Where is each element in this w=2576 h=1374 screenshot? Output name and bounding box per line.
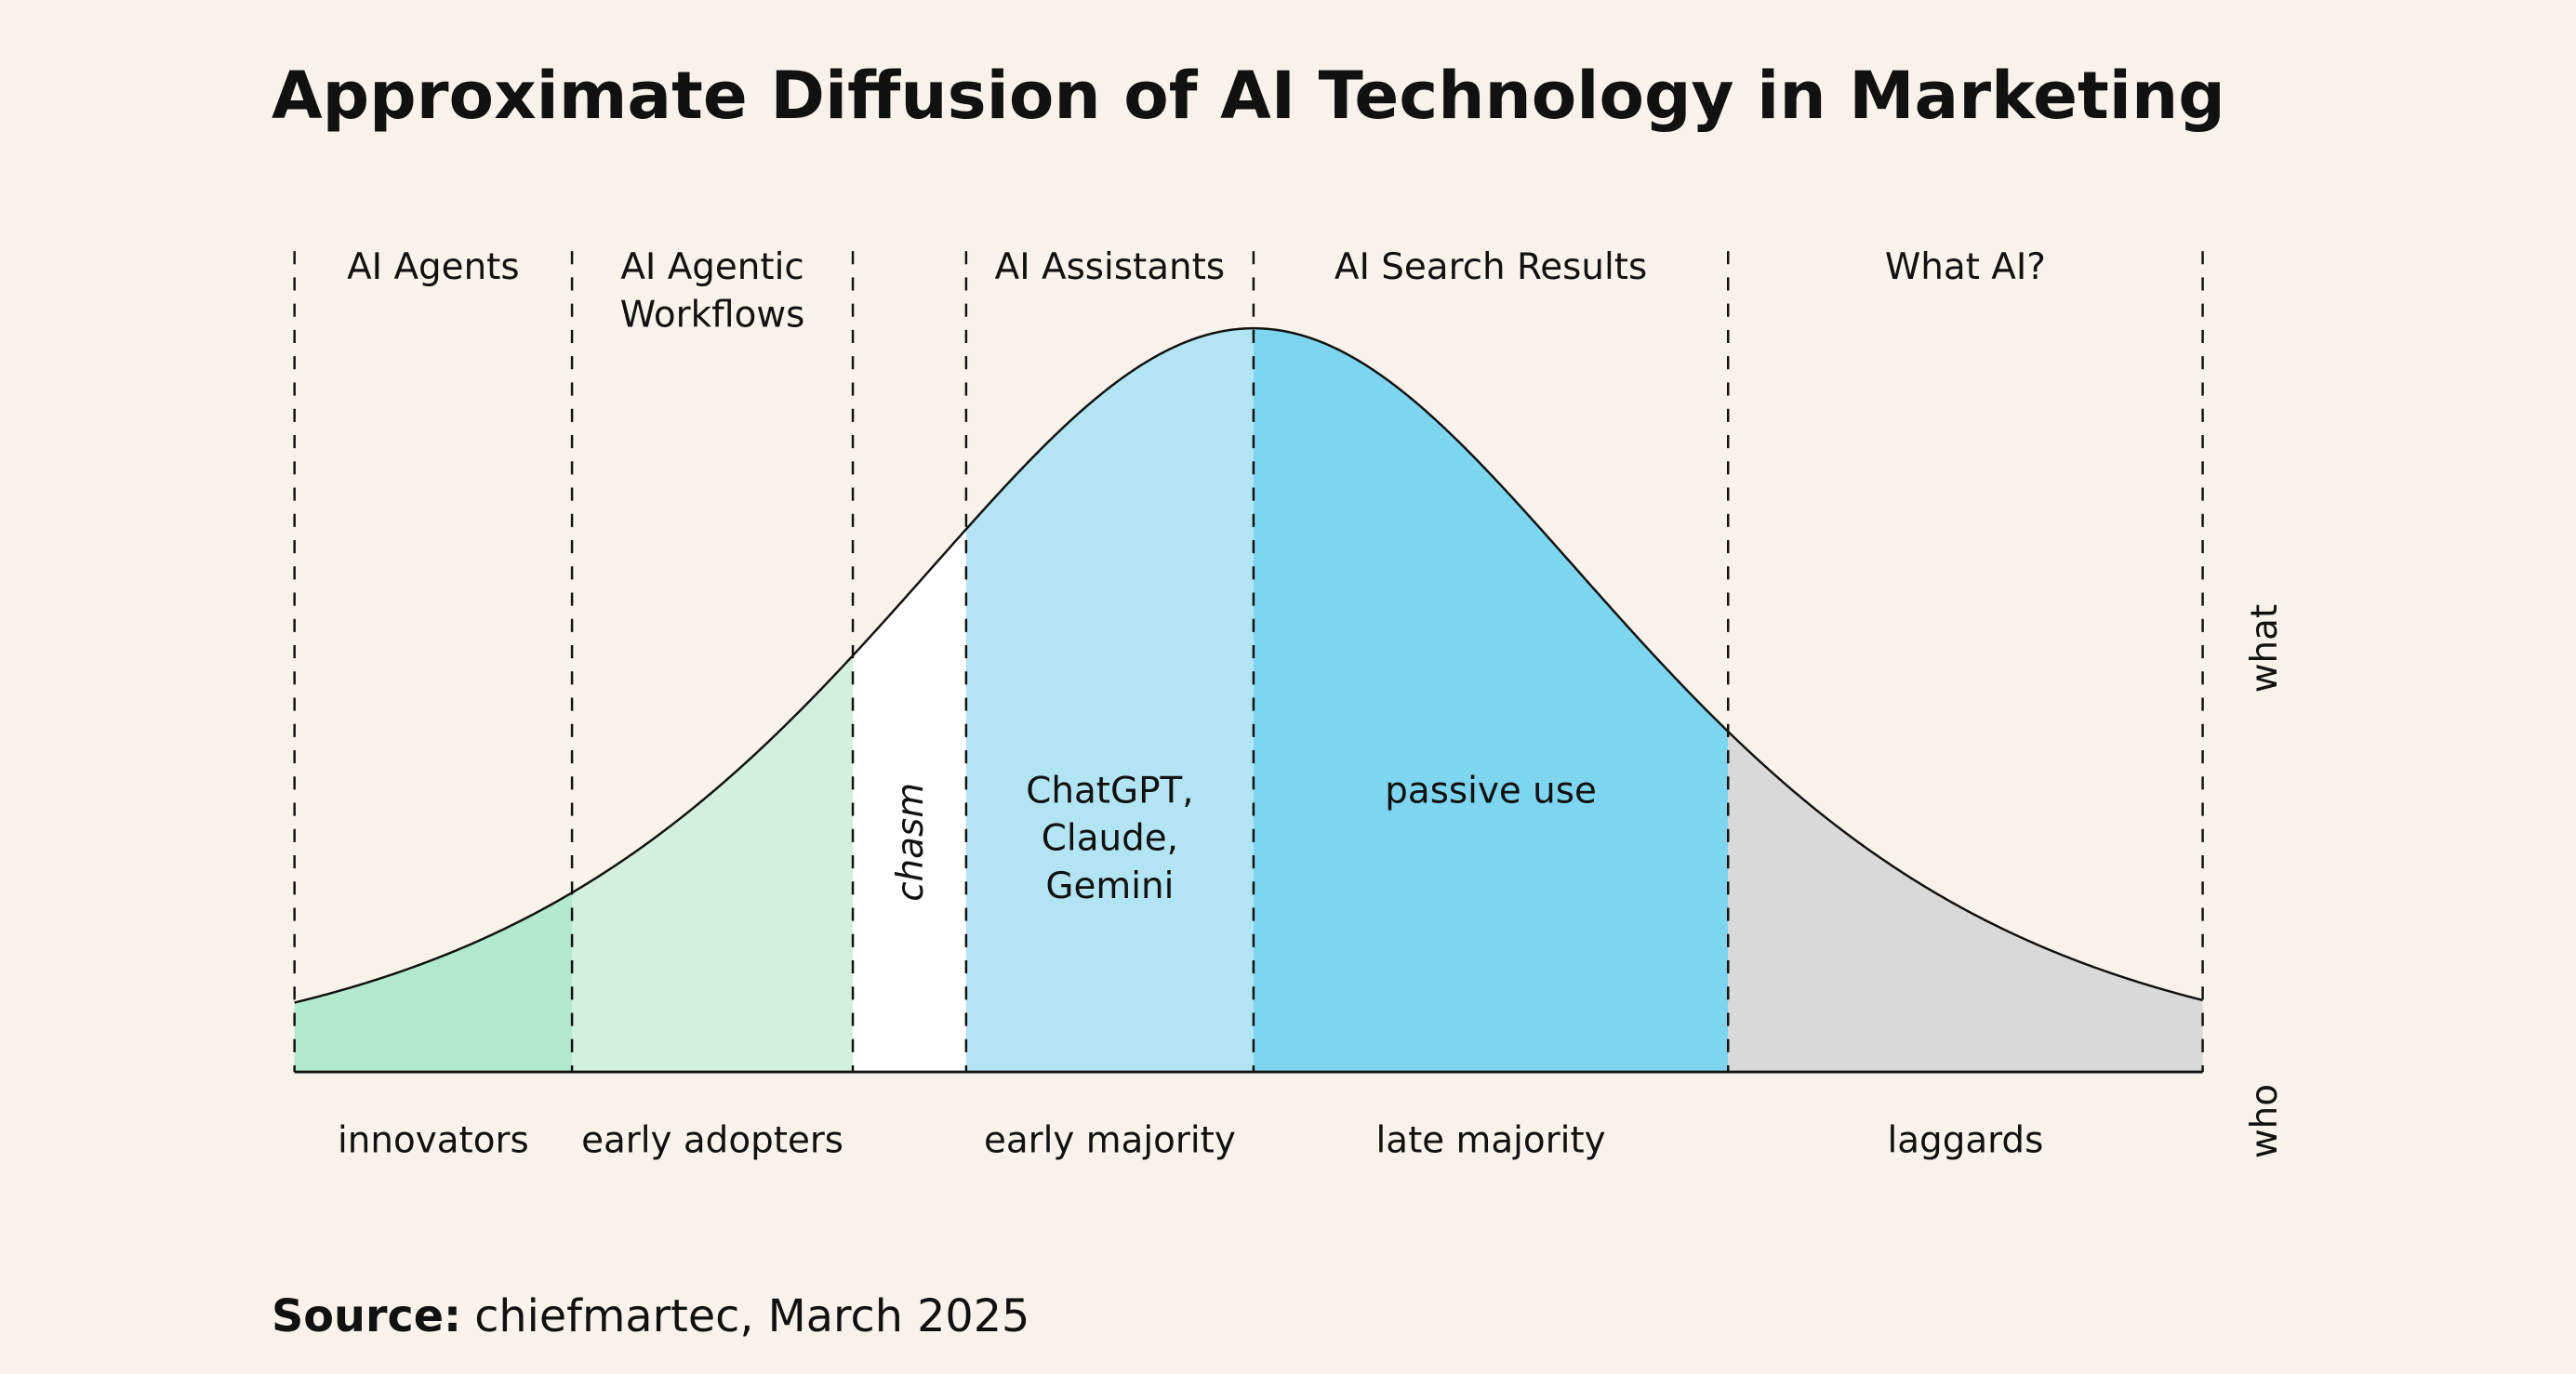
source: Source: chiefmartec, March 2025 bbox=[272, 1291, 1029, 1342]
areas bbox=[294, 328, 2203, 1073]
segment-what-label: AI Assistants bbox=[995, 246, 1225, 288]
segment-what-label: AI Agentic bbox=[620, 246, 803, 288]
segment-area bbox=[965, 328, 1254, 1073]
chasm-label: chasm bbox=[890, 783, 932, 902]
segment-inner-label: ChatGPT, bbox=[1026, 770, 1193, 812]
segment-who-label: early majority bbox=[984, 1120, 1236, 1162]
axis-label-who: who bbox=[2244, 1084, 2286, 1158]
segment-area bbox=[294, 892, 573, 1073]
segment-who-label: innovators bbox=[338, 1120, 529, 1162]
segment-what-label: AI Agents bbox=[347, 246, 520, 288]
segment-area bbox=[853, 529, 966, 1073]
segment-area bbox=[572, 655, 854, 1073]
segment-area bbox=[1728, 731, 2203, 1073]
segment-inner-label: Gemini bbox=[1045, 865, 1174, 907]
segment-inner-label: passive use bbox=[1385, 770, 1597, 812]
title: Approximate Diffusion of AI Technology i… bbox=[272, 57, 2225, 134]
source-text: chiefmartec, March 2025 bbox=[474, 1291, 1029, 1342]
segment-what-label: AI Search Results bbox=[1334, 246, 1647, 288]
overlay: AI Agents innovators AI Agentic Workflows ea… bbox=[293, 246, 2204, 1162]
segment-who-label: laggards bbox=[1887, 1120, 2043, 1162]
axis-label-what: what bbox=[2244, 604, 2286, 693]
segment-who-label: late majority bbox=[1376, 1120, 1606, 1162]
segment-who-label: early adopters bbox=[581, 1120, 843, 1162]
segment-area bbox=[1253, 328, 1729, 1073]
segment-inner-label: Claude, bbox=[1042, 818, 1178, 860]
diffusion-curve bbox=[294, 326, 2203, 1004]
source-label: Source: bbox=[272, 1291, 461, 1342]
segment-what-label: Workflows bbox=[620, 294, 805, 336]
segment-what-label: What AI? bbox=[1885, 246, 2046, 288]
